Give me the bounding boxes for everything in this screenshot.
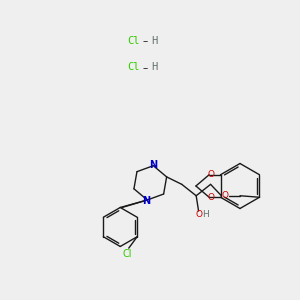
Text: –: – bbox=[142, 63, 148, 74]
Text: H: H bbox=[152, 35, 158, 46]
Text: H: H bbox=[152, 62, 158, 73]
Text: N: N bbox=[149, 160, 158, 170]
Text: O: O bbox=[195, 209, 202, 218]
Text: –: – bbox=[142, 36, 148, 46]
Text: Cl: Cl bbox=[122, 248, 132, 259]
Text: O: O bbox=[221, 191, 229, 200]
Text: H: H bbox=[202, 209, 208, 218]
Text: O: O bbox=[207, 170, 214, 178]
Text: O: O bbox=[207, 193, 214, 202]
Text: N: N bbox=[142, 196, 150, 206]
Text: Cl: Cl bbox=[128, 62, 140, 73]
Text: Cl: Cl bbox=[128, 35, 140, 46]
